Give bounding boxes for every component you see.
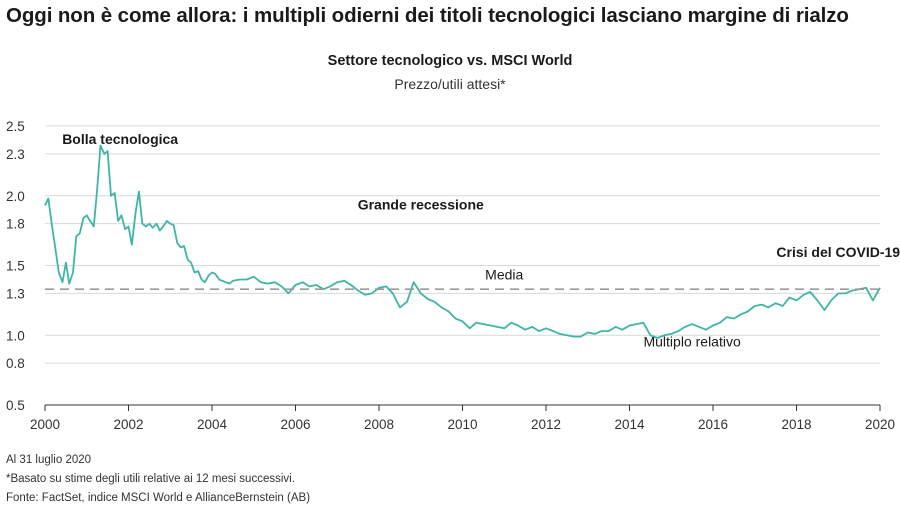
x-tick-label: 2002 [113,417,143,432]
chart-annotation: Media [485,266,523,282]
x-tick-label: 2012 [531,417,561,432]
x-tick-label: 2000 [30,417,60,432]
y-tick-label: 1.0 [6,328,25,343]
series-line-relative-multiple [44,144,881,339]
note-footnote: *Basato su stime degli utili relative ai… [6,473,295,485]
x-tick-label: 2018 [781,417,811,432]
y-tick-label: 2.5 [6,119,25,134]
y-tick-label: 2.3 [6,147,25,162]
chart-title: Settore tecnologico vs. MSCI World [327,53,573,69]
x-tick-label: 2020 [865,417,895,432]
x-tick-label: 2014 [614,417,645,432]
note-date: Al 31 luglio 2020 [6,454,92,466]
y-tick-label: 1.3 [6,286,25,301]
page-title: Oggi non è come allora: i multipli odier… [6,4,849,27]
y-tick-label: 2.0 [6,189,25,204]
chart-subtitle: Prezzo/utili attesi* [394,76,506,92]
y-tick-label: 0.8 [6,356,25,371]
x-tick-label: 2016 [698,417,728,432]
y-tick-label: 0.5 [6,398,25,413]
note-source: Fonte: FactSet, indice MSCI World e Alli… [6,492,311,504]
chart-annotation: Crisi del COVID-19 [776,244,900,260]
x-tick-label: 2010 [447,417,477,432]
x-tick-label: 2008 [364,417,394,432]
y-tick-label: 1.8 [6,217,25,232]
chart-annotation: Bolla tecnologica [62,131,178,147]
x-tick-label: 2004 [197,417,228,432]
y-tick-label: 1.5 [6,259,25,274]
chart-annotation: Grande recessione [358,197,484,213]
x-tick-label: 2006 [280,417,310,432]
chart-annotation: Multiplo relativo [643,333,740,349]
